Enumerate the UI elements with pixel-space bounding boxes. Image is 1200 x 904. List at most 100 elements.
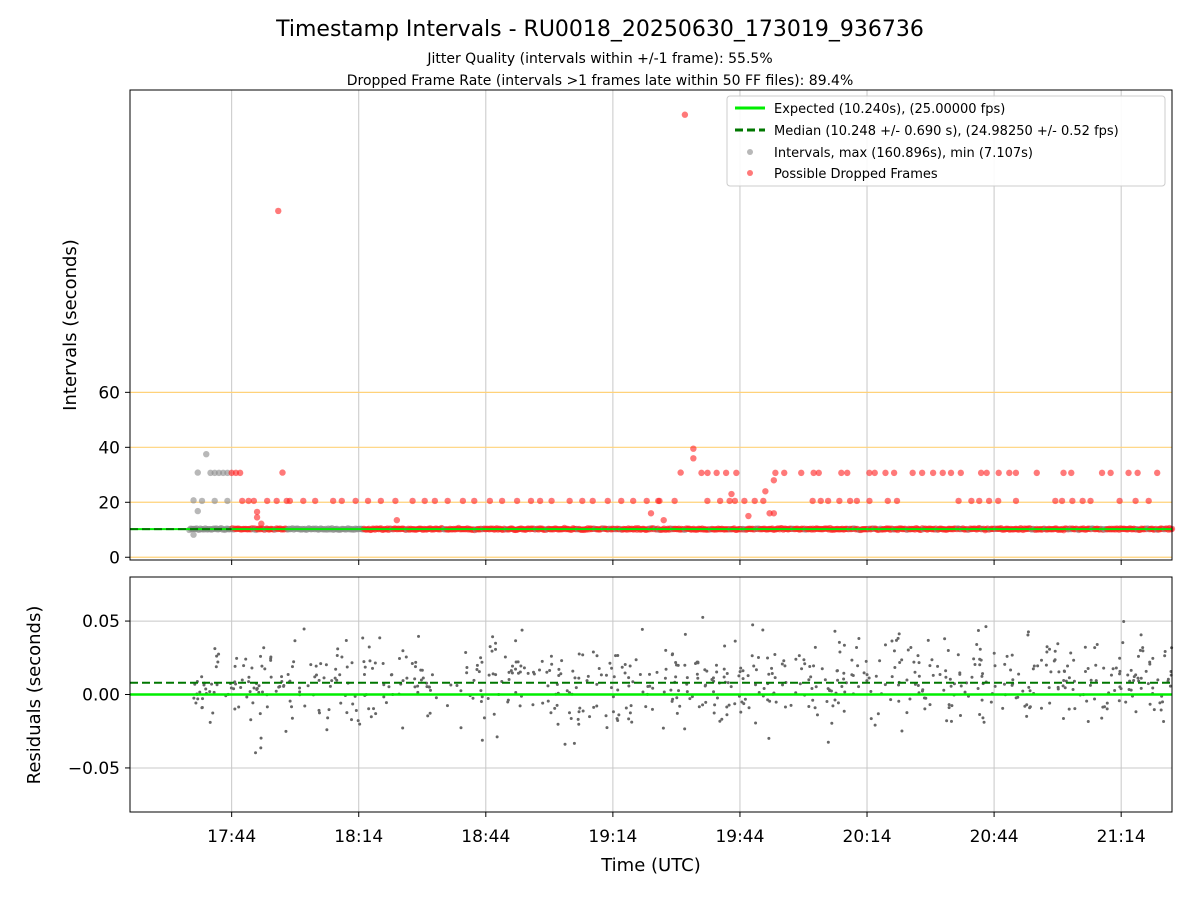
residual-point	[833, 629, 837, 633]
dropped-frame-point	[810, 469, 817, 477]
dropped-frame-point	[939, 469, 946, 477]
residual-point	[770, 666, 774, 670]
residual-point	[546, 684, 550, 688]
dropped-frame-point	[955, 497, 962, 505]
residual-point	[211, 711, 215, 715]
residual-point	[685, 690, 689, 694]
residual-point	[823, 678, 827, 682]
residual-point	[335, 653, 339, 657]
residual-point	[993, 664, 997, 668]
dropped-frame-point	[745, 512, 752, 520]
residual-point	[807, 678, 811, 682]
residual-point	[239, 686, 243, 690]
residual-point	[1057, 670, 1061, 674]
residual-point	[825, 700, 829, 704]
residual-point	[931, 673, 935, 677]
residual-point	[553, 706, 557, 710]
residual-point	[808, 664, 812, 668]
residual-point	[678, 704, 682, 708]
residual-point	[752, 664, 756, 668]
dropped-frame-point	[579, 497, 586, 505]
residual-point	[586, 674, 590, 678]
residual-point	[251, 701, 255, 705]
residual-point	[738, 670, 742, 674]
residual-point	[1163, 650, 1167, 654]
dropped-frame-point	[253, 508, 261, 516]
residual-point	[336, 647, 340, 651]
residual-point	[970, 675, 974, 679]
residual-point	[245, 695, 249, 699]
residual-point	[541, 701, 545, 705]
residual-point	[240, 678, 244, 682]
residuals-y-tick-label: 0.00	[82, 686, 120, 706]
dropped-frame-point	[770, 510, 778, 517]
residual-point	[290, 705, 294, 709]
dropped-frame-point	[471, 497, 478, 505]
residual-point	[733, 639, 737, 643]
residual-point	[770, 671, 774, 675]
residual-point	[363, 665, 367, 669]
x-tick-label: 17:44	[207, 827, 256, 847]
residual-point	[362, 672, 366, 676]
residual-point	[1066, 664, 1070, 668]
residual-point	[729, 685, 733, 689]
residual-point	[611, 695, 615, 699]
residual-point	[356, 719, 360, 723]
dropped-frame-point	[258, 520, 265, 527]
residual-point	[1061, 684, 1065, 688]
residual-point	[669, 688, 673, 692]
residual-point	[260, 690, 264, 694]
residual-point	[674, 675, 678, 679]
residual-point	[303, 704, 307, 708]
intervals-y-tick-label: 20	[98, 493, 120, 513]
dropped-frame-point	[618, 497, 625, 505]
residual-point	[1146, 682, 1150, 686]
dropped-frame-point	[311, 497, 319, 505]
residual-point	[374, 712, 378, 716]
residual-point	[234, 682, 238, 686]
dropped-frame-point	[245, 497, 252, 505]
residual-point	[739, 710, 743, 714]
residual-point	[1118, 669, 1122, 673]
residual-point	[350, 661, 354, 665]
residual-point	[269, 675, 273, 679]
residual-point	[200, 706, 204, 710]
residual-point	[322, 676, 326, 680]
residual-point	[215, 654, 219, 658]
residual-point	[494, 673, 498, 677]
residual-point	[683, 632, 687, 636]
residual-point	[302, 627, 306, 631]
intervals-axes-frame	[129, 89, 1173, 561]
residual-point	[836, 678, 840, 682]
residual-point	[1028, 689, 1032, 693]
residual-point	[949, 684, 953, 688]
residual-point	[208, 690, 212, 694]
dropped-frame-point	[995, 469, 1002, 477]
residual-point	[1045, 650, 1049, 654]
dropped-frame-point	[279, 469, 286, 476]
residual-point	[725, 671, 729, 675]
residual-point	[345, 711, 349, 715]
residual-point	[648, 672, 652, 676]
residual-point	[233, 707, 237, 711]
residual-point	[350, 718, 354, 722]
residual-point	[1049, 670, 1053, 674]
intervals-y-tick-label: 40	[98, 438, 120, 458]
residual-point	[741, 669, 745, 673]
residual-point	[703, 668, 707, 672]
residual-point	[546, 699, 550, 703]
residual-point	[800, 667, 804, 671]
residual-point	[369, 715, 373, 719]
residual-point	[581, 653, 585, 657]
dropped-frame-point	[671, 497, 678, 505]
residual-point	[1086, 719, 1090, 723]
residual-point	[908, 697, 912, 701]
residual-point	[413, 677, 417, 681]
residual-point	[913, 670, 917, 674]
residual-point	[978, 712, 982, 716]
residual-point	[976, 686, 980, 690]
residual-point	[1134, 710, 1138, 714]
dropped-frame-point	[957, 469, 965, 477]
residual-point	[384, 701, 388, 705]
dropped-frame-point	[498, 497, 506, 505]
